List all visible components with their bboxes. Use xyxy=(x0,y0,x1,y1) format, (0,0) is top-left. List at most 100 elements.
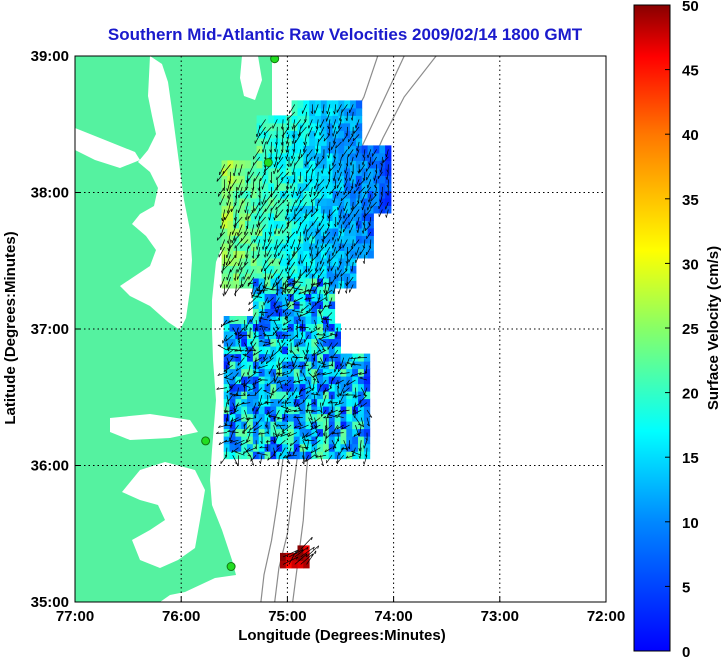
velocity-vector xyxy=(251,224,255,236)
velocity-vector-head xyxy=(327,179,330,182)
velocity-vector xyxy=(339,209,342,219)
velocity-vector xyxy=(336,186,342,196)
velocity-cell-2 xyxy=(352,436,359,445)
velocity-vector-head xyxy=(323,289,325,294)
velocity-vector-head xyxy=(355,252,357,256)
velocity-vector-head xyxy=(305,408,309,412)
velocity-vector-head xyxy=(340,363,342,367)
velocity-vector-head xyxy=(258,432,261,435)
velocity-vector xyxy=(278,342,286,351)
velocity-vector xyxy=(246,417,257,420)
velocity-cell-1 xyxy=(221,250,228,259)
velocity-vector xyxy=(227,357,233,365)
velocity-cell-1 xyxy=(332,213,339,221)
velocity-vector-head xyxy=(282,417,285,421)
velocity-vector xyxy=(324,327,327,336)
velocity-vector xyxy=(293,126,296,138)
velocity-vector xyxy=(230,417,239,422)
velocity-vector-head xyxy=(332,140,335,144)
velocity-vector-head xyxy=(253,365,256,369)
velocity-vector xyxy=(299,254,302,265)
velocity-cell-2 xyxy=(323,331,330,339)
velocity-vector xyxy=(352,134,360,142)
velocity-vector-head xyxy=(267,276,269,280)
velocity-vector-head xyxy=(281,333,285,337)
velocity-cell-2 xyxy=(334,323,341,332)
velocity-vector-head xyxy=(282,455,286,459)
velocity-cell-2 xyxy=(264,368,271,377)
velocity-cell-2 xyxy=(258,406,265,415)
velocity-vector-head xyxy=(288,454,292,457)
velocity-vector xyxy=(292,246,296,258)
velocity-vector-head xyxy=(303,119,306,123)
velocity-vector xyxy=(314,424,318,434)
velocity-vector xyxy=(318,276,325,286)
velocity-vector xyxy=(257,402,268,407)
velocity-cell-2 xyxy=(235,428,242,437)
velocity-vector-head xyxy=(240,245,242,249)
velocity-cell-1 xyxy=(309,265,316,274)
velocity-vector xyxy=(242,194,249,204)
velocity-vector xyxy=(230,356,239,358)
velocity-vector-head xyxy=(264,267,266,271)
velocity-vector xyxy=(276,304,286,309)
velocity-vector-head xyxy=(359,399,361,403)
velocity-cell-1 xyxy=(297,107,304,116)
velocity-vector xyxy=(355,417,362,426)
velocity-cell-1 xyxy=(344,228,351,236)
velocity-vector-head xyxy=(221,270,223,274)
velocity-vector-head xyxy=(293,380,296,383)
velocity-vector-head xyxy=(281,373,285,376)
velocity-vector xyxy=(329,186,336,195)
velocity-vector-head xyxy=(373,193,376,197)
velocity-vector xyxy=(251,284,255,295)
velocity-vector-head xyxy=(245,347,249,350)
velocity-vector-head xyxy=(276,380,280,384)
velocity-vector xyxy=(287,432,298,437)
velocity-vector-head xyxy=(284,382,287,386)
velocity-vector-head xyxy=(291,364,295,368)
velocity-vector-head xyxy=(310,410,314,413)
velocity-vector-head xyxy=(276,339,279,344)
velocity-vector xyxy=(314,149,319,159)
velocity-vector xyxy=(367,201,372,211)
velocity-vector-head xyxy=(234,442,237,445)
velocity-vector-head xyxy=(325,325,329,328)
velocity-vector xyxy=(331,141,337,150)
velocity-cell-1 xyxy=(350,250,357,259)
velocity-vector xyxy=(294,409,303,412)
velocity-vector-head xyxy=(243,383,246,387)
velocity-cell-1 xyxy=(291,205,298,214)
velocity-cell-2 xyxy=(334,406,341,415)
velocity-vector xyxy=(310,447,321,454)
velocity-cell-2 xyxy=(276,308,283,317)
velocity-vector-head xyxy=(241,401,245,405)
velocity-vector xyxy=(274,372,280,384)
velocity-vector xyxy=(354,402,362,408)
velocity-cell-2 xyxy=(276,331,283,339)
velocity-cell-2 xyxy=(264,331,271,339)
velocity-vector xyxy=(332,156,337,166)
velocity-vector xyxy=(292,134,296,144)
velocity-vector-head xyxy=(300,332,303,336)
velocity-vector-head xyxy=(248,308,251,312)
velocity-vector-head xyxy=(332,199,335,204)
colorbar-tick-label: 50 xyxy=(682,0,699,15)
velocity-vector-head xyxy=(317,545,320,549)
velocity-cell-1 xyxy=(320,100,328,109)
velocity-cell-2 xyxy=(311,443,318,452)
velocity-vector-head xyxy=(237,209,239,213)
velocity-vector xyxy=(370,201,377,209)
velocity-vector xyxy=(314,334,320,345)
velocity-vector xyxy=(292,164,296,175)
velocity-cell-1 xyxy=(250,182,258,191)
velocity-vector xyxy=(256,417,263,426)
velocity-vector-head xyxy=(284,216,287,220)
velocity-vector-head xyxy=(227,195,229,199)
velocity-vector-head xyxy=(251,463,255,466)
velocity-vector-head xyxy=(292,284,294,288)
velocity-vector-head xyxy=(380,162,383,166)
velocity-cell-2 xyxy=(311,338,318,347)
velocity-vector xyxy=(331,372,339,381)
velocity-vector xyxy=(294,424,303,429)
